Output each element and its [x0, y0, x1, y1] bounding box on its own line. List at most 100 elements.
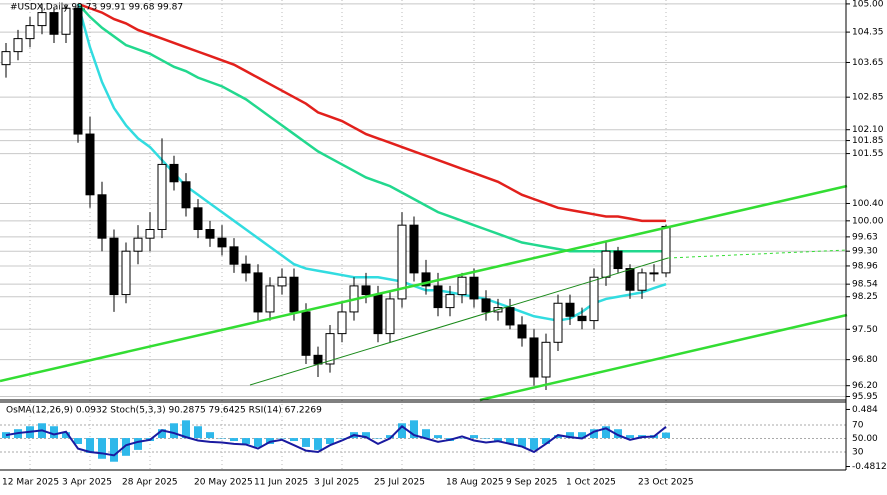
osma-bar — [230, 438, 238, 442]
candle-body — [121, 250, 131, 296]
candle-body — [325, 333, 335, 365]
osma-bar — [338, 438, 346, 439]
osma-bar — [98, 438, 106, 459]
candle-body — [241, 263, 251, 274]
osma-bar — [458, 438, 466, 439]
x-tick-label: 3 Jul 2025 — [314, 478, 359, 488]
osma-bar — [386, 435, 394, 439]
osma-bar — [110, 438, 118, 462]
y-tick-label: 98.96 — [852, 261, 878, 271]
candle-body — [373, 294, 383, 335]
x-tick-label: 1 Oct 2025 — [566, 478, 616, 488]
candle-body — [661, 225, 671, 274]
y-tick-label: 99.63 — [852, 232, 878, 242]
candle-body — [13, 38, 23, 53]
candle-body — [181, 181, 191, 209]
candle-body — [409, 224, 419, 274]
y2-tick-label: 70 — [852, 420, 864, 430]
oscillator-title: OsMA(12,26,9) 0.0932 Stoch(5,3,3) 90.287… — [6, 406, 322, 416]
y-tick-label: 96.20 — [852, 381, 878, 391]
candle-body — [553, 302, 563, 343]
osma-bar — [218, 438, 226, 439]
y-tick-label: 95.95 — [852, 392, 878, 402]
osma-bar — [614, 429, 622, 439]
rsi-line — [5, 424, 667, 457]
osma-bar — [314, 438, 322, 450]
candle-body — [613, 250, 623, 270]
osma-bar — [326, 438, 334, 444]
candle-body — [529, 337, 539, 378]
candle-body — [385, 298, 395, 335]
candle-body — [601, 250, 611, 278]
candle-body — [361, 285, 371, 296]
candle-body — [277, 276, 287, 287]
y-tick-label: 99.30 — [852, 247, 878, 257]
candle-body — [589, 276, 599, 322]
candle-body — [169, 163, 179, 183]
y-tick-label: 96.80 — [852, 355, 878, 365]
x-tick-label: 9 Sep 2025 — [506, 478, 557, 488]
candle-body — [445, 294, 455, 309]
trend-line — [0, 184, 848, 383]
osma-bar — [62, 432, 70, 439]
y-tick-label: 100.00 — [852, 216, 884, 226]
x-tick-label: 20 May 2025 — [194, 478, 253, 488]
x-tick-label: 28 Apr 2025 — [122, 478, 178, 488]
candle-body — [565, 302, 575, 317]
candle-body — [193, 207, 203, 231]
osma-bar — [50, 426, 58, 439]
osma-bar — [506, 438, 514, 444]
candle-body — [109, 237, 119, 296]
osma-bar — [590, 429, 598, 439]
candle-body — [505, 307, 515, 326]
osma-bar — [170, 423, 178, 439]
candle-body — [61, 7, 71, 35]
candle-body — [25, 25, 35, 40]
y-tick-label: 97.50 — [852, 325, 878, 335]
osma-bar — [158, 429, 166, 439]
candle-body — [97, 194, 107, 239]
osma-bar — [278, 438, 286, 439]
x-tick-label: 11 Jun 2025 — [254, 478, 308, 488]
candle-body — [397, 224, 407, 300]
osma-bar — [566, 432, 574, 439]
osma-bar — [578, 432, 586, 439]
candle-body — [205, 229, 215, 239]
x-tick-label: 18 Aug 2025 — [446, 478, 504, 488]
candle-body — [157, 163, 167, 231]
candle-body — [229, 246, 239, 265]
candle-body — [421, 272, 431, 287]
candle-body — [481, 298, 491, 313]
y-tick-label: 102.85 — [852, 93, 884, 103]
candle-body — [625, 268, 635, 291]
osma-bar — [434, 435, 442, 439]
x-tick-label: 25 Jul 2025 — [374, 478, 425, 488]
candle-body — [637, 272, 647, 291]
osma-bar — [554, 435, 562, 439]
candle-body — [457, 276, 467, 296]
osma-bar — [482, 438, 490, 439]
osma-bar — [122, 438, 130, 456]
y2-tick-label: 50.00 — [852, 434, 878, 444]
candle-body — [289, 276, 299, 313]
osma-bar — [362, 432, 370, 439]
candle-body — [313, 354, 323, 365]
osma-bar — [662, 432, 670, 439]
osma-bar — [74, 438, 82, 444]
x-tick-label: 12 Mar 2025 — [2, 478, 59, 488]
candle-body — [73, 7, 83, 135]
y-tick-label: 100.40 — [852, 199, 884, 209]
candle-body — [577, 315, 587, 322]
y-tick-label: -0.4812 — [852, 462, 887, 472]
moving-average — [77, 2, 666, 223]
candle-body — [541, 341, 551, 378]
osma-bar — [374, 438, 382, 439]
y-tick-label: 101.85 — [852, 136, 884, 146]
candle-body — [337, 311, 347, 335]
osma-bar — [290, 438, 298, 442]
osma-bar — [182, 420, 190, 439]
y-tick-label: 104.35 — [852, 28, 884, 38]
